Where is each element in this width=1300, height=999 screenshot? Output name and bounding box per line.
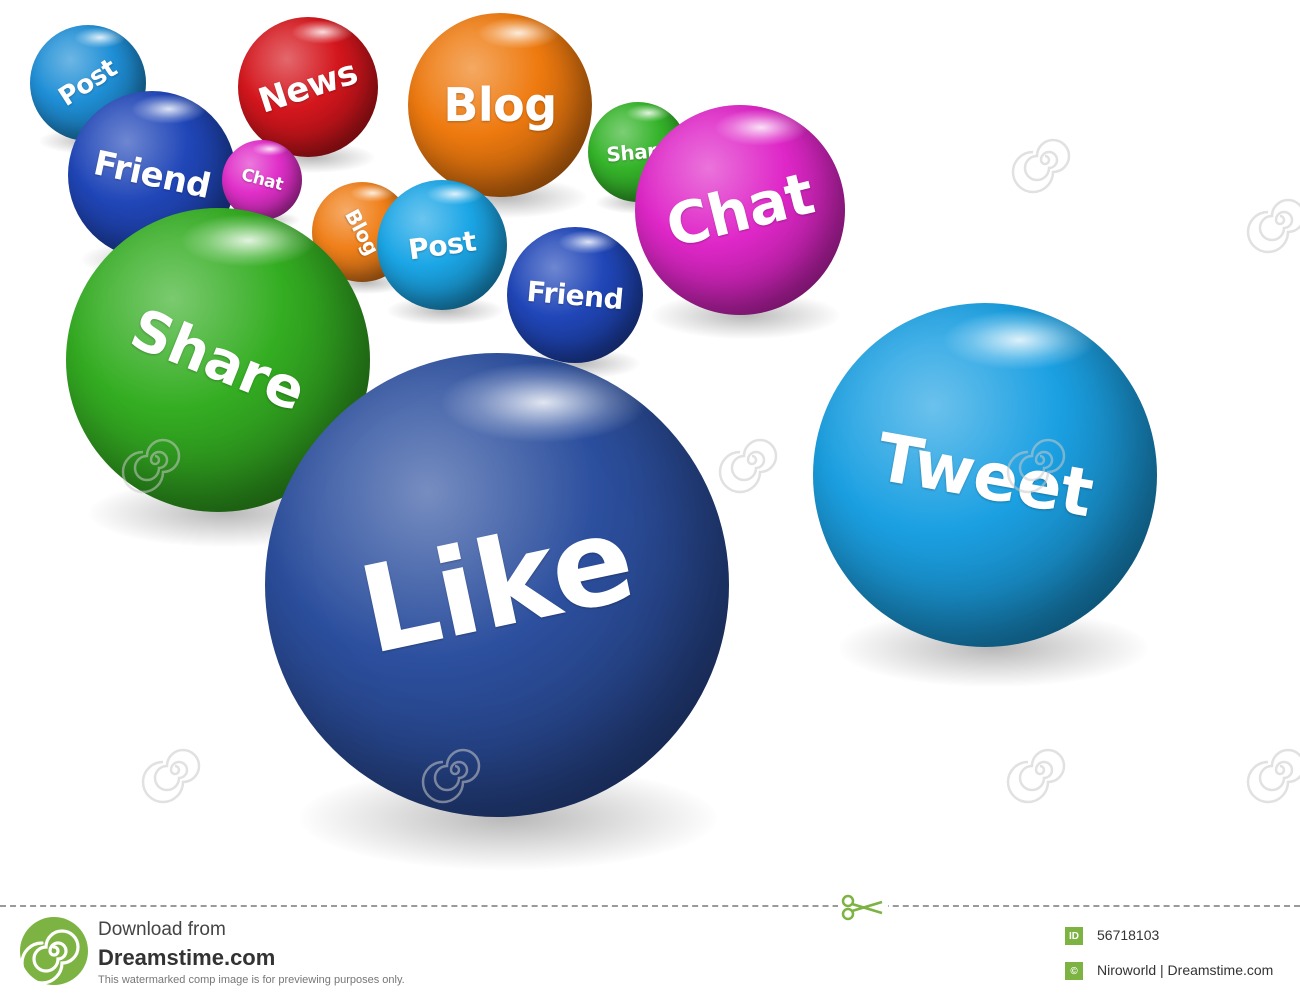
copyright-icon: © bbox=[1065, 962, 1083, 980]
highlight-blog-small bbox=[349, 184, 395, 202]
bubble-label-tweet: Tweet bbox=[871, 418, 1099, 532]
highlight-friend-mid bbox=[558, 229, 620, 254]
watermark-note: This watermarked comp image is for previ… bbox=[98, 974, 405, 986]
bubble-label-like: Like bbox=[348, 488, 646, 682]
highlight-news bbox=[290, 19, 354, 45]
scissors-icon bbox=[838, 893, 888, 921]
bubble-label-chat-large: Chat bbox=[659, 159, 821, 261]
bubble-post-mid: Post bbox=[377, 180, 507, 310]
highlight-tweet bbox=[942, 309, 1097, 371]
bubble-tweet: Tweet bbox=[813, 303, 1157, 647]
highlight-share-large bbox=[180, 214, 317, 268]
watermark-spiral-icon bbox=[1246, 748, 1300, 804]
highlight-chat-small bbox=[252, 141, 288, 156]
watermark-spiral-icon bbox=[1011, 138, 1071, 194]
bubble-chat-small: Chat bbox=[222, 140, 302, 220]
image-id: 56718103 bbox=[1097, 927, 1160, 943]
bubble-friend-mid: Friend bbox=[507, 227, 643, 363]
site-name[interactable]: Dreamstime.com bbox=[98, 945, 276, 970]
id-tag-icon: ID bbox=[1065, 927, 1083, 945]
bubble-label-blog-large: Blog bbox=[443, 78, 557, 132]
highlight-chat-large bbox=[713, 109, 809, 146]
highlight-like bbox=[439, 362, 648, 444]
watermark-spiral-icon bbox=[1006, 748, 1066, 804]
bubble-label-friend-mid: Friend bbox=[525, 274, 625, 316]
author-credit[interactable]: Niroworld | Dreamstime.com bbox=[1097, 962, 1274, 978]
stock-footer: Download from Dreamstime.com This waterm… bbox=[0, 893, 1300, 999]
bubble-label-post-mid: Post bbox=[406, 223, 478, 267]
bubble-label-news: News bbox=[253, 52, 363, 122]
bubble-blog-large: Blog bbox=[408, 13, 592, 197]
bubble-news: News bbox=[238, 17, 378, 157]
highlight-friend-top bbox=[131, 94, 207, 124]
photo-scene: Post News Blog Share Friend Chat Blog Post Frien… bbox=[30, 13, 1300, 871]
highlight-post-mid bbox=[425, 182, 485, 206]
bubble-like: Like bbox=[265, 353, 729, 817]
watermark-spiral-icon bbox=[718, 438, 778, 494]
highlight-post-small bbox=[73, 27, 126, 48]
bubble-chat-large: Chat bbox=[635, 105, 845, 315]
dreamstime-logo-icon bbox=[20, 917, 88, 985]
highlight-share-small bbox=[625, 104, 671, 122]
download-from-text: Download from bbox=[98, 919, 226, 940]
watermark-spiral-icon bbox=[1246, 198, 1300, 254]
highlight-blog-large bbox=[477, 16, 560, 49]
watermark-spiral-icon bbox=[141, 748, 201, 804]
